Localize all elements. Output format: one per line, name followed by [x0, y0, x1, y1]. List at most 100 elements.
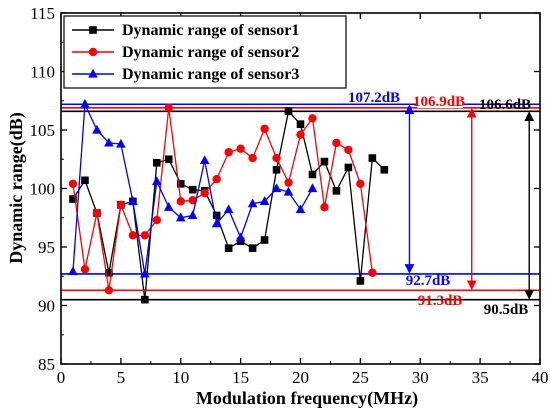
y-tick-label: 85	[38, 355, 55, 374]
x-tick-label: 10	[172, 368, 189, 387]
data-point-circle	[344, 145, 353, 155]
data-point-square	[284, 107, 293, 116]
data-point-square	[153, 158, 161, 167]
data-point-circle	[128, 231, 138, 240]
data-point-circle	[140, 231, 150, 240]
legend: Dynamic range of sensor1 Dynamic range of…	[63, 15, 347, 89]
data-point-square	[308, 170, 317, 179]
data-point-square	[248, 244, 257, 252]
data-point-square	[224, 244, 233, 252]
data-point-triangle	[295, 204, 306, 214]
data-point-triangle	[80, 99, 90, 108]
data-point-triangle	[163, 202, 174, 211]
data-point-square	[164, 155, 173, 164]
data-point-triangle	[211, 218, 222, 228]
y-tick-label: 100	[30, 180, 56, 199]
reference-label: 106.6dB	[479, 97, 531, 113]
legend-entry-sensor1: Dynamic range of sensor1	[72, 22, 299, 39]
data-point-triangle	[223, 204, 234, 214]
y-tick-label: 90	[38, 297, 55, 316]
data-point-triangle	[199, 155, 210, 165]
data-point-triangle	[104, 137, 114, 147]
data-point-circle	[260, 124, 269, 134]
data-point-circle	[296, 130, 305, 139]
legend-label: Dynamic range of sensor2	[122, 44, 299, 61]
data-point-square	[69, 195, 77, 203]
data-point-square	[272, 165, 281, 174]
data-point-square	[141, 295, 149, 304]
data-point-circle	[116, 200, 126, 210]
legend-entry-sensor2: Dynamic range of sensor2	[72, 44, 299, 61]
x-tick-label: 5	[117, 368, 126, 387]
data-point-circle	[236, 144, 245, 153]
x-tick-label: 20	[292, 368, 309, 387]
y-tick-label: 95	[38, 238, 55, 257]
data-point-circle	[80, 265, 90, 274]
y-tick-label: 110	[30, 63, 55, 82]
x-tick-label: 40	[532, 368, 549, 387]
data-point-circle	[88, 47, 98, 57]
annotations-layer: 107.2dB 106.9dB 106.6dB 92.7dB 91.3dB 90.5dB	[348, 90, 535, 318]
data-point-circle	[200, 188, 209, 198]
data-point-square	[368, 154, 377, 162]
data-point-circle	[152, 215, 161, 225]
data-point-triangle	[68, 266, 78, 276]
data-point-square	[212, 211, 221, 220]
data-point-triangle	[235, 232, 246, 242]
legend-entry-sensor3: Dynamic range of sensor3	[72, 66, 299, 83]
series-sensor3	[68, 99, 318, 278]
data-point-circle	[104, 286, 114, 295]
data-point-circle	[368, 268, 377, 277]
data-point-triangle	[152, 176, 162, 186]
y-tick-label: 105	[30, 121, 56, 140]
data-point-square	[81, 176, 89, 185]
data-point-square	[320, 157, 329, 166]
data-point-triangle	[140, 268, 150, 278]
axes-layer: 0 5 10 15 20 25 30 35 40 85 90 95 100 105 110 115	[30, 4, 549, 387]
data-point-triangle	[259, 196, 270, 205]
data-point-circle	[308, 114, 317, 123]
data-point-circle	[320, 203, 329, 212]
data-point-circle	[248, 153, 257, 163]
x-axis-title: Modulation frequency(MHz)	[196, 388, 418, 409]
y-axis-title: Dynamic range(dB)	[6, 112, 27, 264]
data-point-circle	[212, 174, 221, 184]
data-point-square	[188, 185, 197, 194]
data-point-square	[176, 180, 185, 188]
data-point-triangle	[92, 124, 102, 134]
x-tick-label: 25	[352, 368, 369, 387]
data-point-square	[332, 187, 341, 195]
reference-label: 106.9dB	[413, 94, 465, 110]
data-point-circle	[224, 148, 233, 157]
data-point-square	[356, 277, 365, 285]
legend-label: Dynamic range of sensor1	[122, 22, 299, 39]
data-point-triangle	[187, 210, 198, 220]
data-point-square	[105, 268, 113, 277]
data-point-square	[380, 165, 389, 174]
x-tick-label: 35	[472, 368, 489, 387]
data-point-triangle	[247, 198, 258, 208]
data-point-circle	[188, 196, 197, 205]
data-point-square	[89, 26, 97, 34]
reference-label: 92.7dB	[406, 273, 451, 289]
data-point-triangle	[116, 138, 126, 148]
reference-label: 107.2dB	[348, 90, 400, 106]
data-point-circle	[356, 179, 365, 189]
legend-label: Dynamic range of sensor3	[122, 66, 299, 83]
series-sensor2	[68, 103, 377, 295]
data-point-square	[296, 120, 305, 128]
data-point-circle	[284, 178, 293, 187]
x-tick-label: 15	[232, 368, 249, 387]
series-layer	[68, 99, 389, 304]
data-point-square	[260, 236, 269, 244]
data-point-circle	[92, 208, 102, 218]
data-point-circle	[176, 197, 185, 206]
data-point-circle	[272, 153, 281, 163]
data-point-triangle	[271, 183, 282, 193]
x-tick-label: 30	[412, 368, 429, 387]
reference-label: 91.3dB	[418, 293, 463, 309]
data-point-circle	[68, 179, 78, 189]
data-point-circle	[332, 138, 341, 148]
